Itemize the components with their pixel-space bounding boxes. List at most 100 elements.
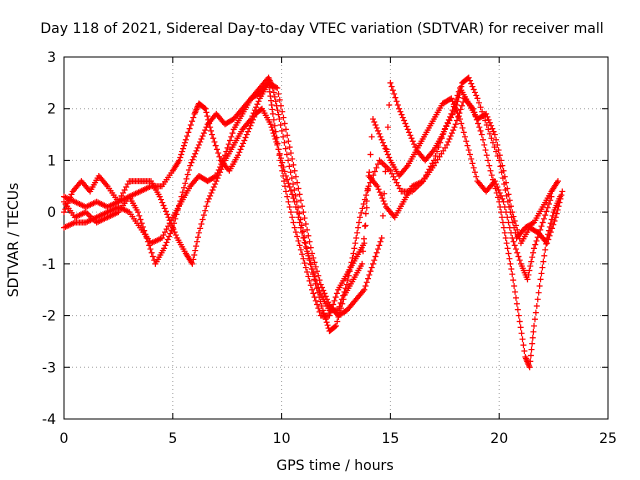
data-point-series-4 xyxy=(512,222,519,229)
data-point-series-2 xyxy=(504,245,511,252)
data-point-series-4 xyxy=(506,197,513,204)
data-point-series-3 xyxy=(220,160,227,167)
data-point-series-2 xyxy=(443,141,450,148)
data-point-series-1 xyxy=(238,143,245,150)
data-point-series-4 xyxy=(362,283,369,290)
data-point-series-3 xyxy=(253,104,260,111)
data-point-series-4 xyxy=(453,96,460,103)
y-axis-label: SDTVAR / TECUs xyxy=(6,183,22,298)
data-point-series-3 xyxy=(332,294,339,301)
data-point-series-4 xyxy=(172,215,179,222)
data-point-series-3 xyxy=(466,151,473,158)
data-point-series-4 xyxy=(287,150,294,157)
data-point-series-2 xyxy=(521,348,528,355)
y-tick-label: 1 xyxy=(47,153,56,169)
data-point-series-3 xyxy=(249,113,256,120)
data-point-series-4 xyxy=(317,281,324,288)
data-point-series-4 xyxy=(483,110,490,117)
data-point-series-3 xyxy=(470,164,477,171)
data-point-series-3 xyxy=(287,209,294,216)
data-point-series-2 xyxy=(290,181,297,188)
data-point-series-2 xyxy=(540,258,547,265)
data-point-series-3 xyxy=(455,113,462,120)
data-point-series-2 xyxy=(285,157,292,164)
data-point-series-1 xyxy=(184,133,191,140)
data-point-series-4 xyxy=(378,235,385,241)
data-point-series-3 xyxy=(271,122,278,129)
data-point-series-2 xyxy=(312,280,319,287)
data-point-series-2 xyxy=(276,116,283,123)
x-tick-labels: 0 5 10 15 20 25 xyxy=(60,431,617,447)
data-point-series-2 xyxy=(506,255,513,262)
data-point-series-3 xyxy=(195,229,202,236)
data-point-series-4 xyxy=(505,191,512,198)
data-point-series-4 xyxy=(386,102,393,109)
data-point-series-3 xyxy=(215,172,222,179)
data-point-series-3 xyxy=(504,214,511,221)
data-point-series-2 xyxy=(512,294,519,301)
data-point-series-3 xyxy=(270,116,277,123)
data-point-series-4 xyxy=(393,98,400,105)
data-point-series-3 xyxy=(306,277,313,284)
data-point-series-2 xyxy=(481,141,488,148)
data-point-series-3 xyxy=(304,268,311,275)
data-point-series-2 xyxy=(229,130,236,137)
data-point-series-3 xyxy=(503,209,510,216)
data-point-series-2 xyxy=(531,322,538,329)
data-point-series-2 xyxy=(293,198,300,205)
data-point-series-4 xyxy=(411,141,418,148)
data-point-series-1 xyxy=(466,77,473,84)
data-point-series-3 xyxy=(68,191,75,198)
data-point-series-2 xyxy=(375,186,382,193)
x-tick-label: 20 xyxy=(490,431,508,447)
data-point-series-3 xyxy=(282,188,289,195)
data-point-series-2 xyxy=(535,289,542,296)
data-point-series-2 xyxy=(511,283,518,290)
data-point-series-3 xyxy=(448,95,455,102)
data-point-series-2 xyxy=(480,136,487,143)
data-point-series-3 xyxy=(473,173,480,180)
data-point-series-2 xyxy=(510,277,517,284)
data-point-series-4 xyxy=(440,128,447,135)
data-point-series-3 xyxy=(457,116,464,123)
data-point-series-1 xyxy=(215,150,222,157)
data-point-series-2 xyxy=(453,117,460,124)
data-point-series-4 xyxy=(379,212,386,219)
data-point-series-2 xyxy=(458,102,465,109)
data-point-series-1 xyxy=(371,168,378,175)
data-point-series-2 xyxy=(536,283,543,290)
y-tick-label: -1 xyxy=(42,257,56,273)
data-point-series-1 xyxy=(359,205,366,212)
data-point-series-3 xyxy=(526,267,533,274)
data-point-series-4 xyxy=(167,230,174,237)
data-point-series-4 xyxy=(454,92,461,99)
data-point-series-4 xyxy=(301,215,308,222)
data-point-series-3 xyxy=(280,172,287,179)
data-point-series-3 xyxy=(547,197,554,204)
data-point-series-2 xyxy=(529,334,536,341)
data-point-series-4 xyxy=(203,124,210,131)
data-point-series-3 xyxy=(530,249,537,256)
data-point-series-4 xyxy=(291,167,298,174)
data-point-series-2 xyxy=(306,255,313,262)
data-point-series-4 xyxy=(319,284,326,291)
data-point-series-2 xyxy=(286,163,293,170)
data-point-series-4 xyxy=(498,157,505,164)
data-point-series-3 xyxy=(203,203,210,210)
data-point-series-3 xyxy=(365,186,372,193)
data-point-series-2 xyxy=(483,152,490,159)
data-point-series-1 xyxy=(247,122,254,129)
data-point-series-4 xyxy=(161,245,168,252)
data-point-series-4 xyxy=(200,130,207,137)
data-point-series-2 xyxy=(318,302,325,309)
data-point-series-4 xyxy=(149,253,156,260)
data-point-series-2 xyxy=(333,322,339,329)
data-point-series-1 xyxy=(213,146,220,153)
data-point-series-2 xyxy=(225,141,232,148)
data-point-series-3 xyxy=(193,243,200,250)
data-point-series-2 xyxy=(301,234,308,241)
data-point-series-2 xyxy=(512,288,519,295)
data-point-series-3 xyxy=(471,169,478,176)
data-point-series-3 xyxy=(510,238,517,245)
y-tick-label: 0 xyxy=(47,205,56,221)
